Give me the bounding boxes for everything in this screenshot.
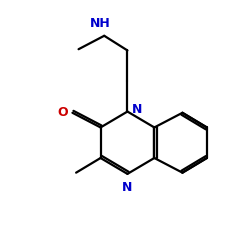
Text: N: N bbox=[132, 102, 142, 116]
Text: N: N bbox=[122, 181, 133, 194]
Text: NH: NH bbox=[90, 18, 111, 30]
Text: O: O bbox=[58, 106, 68, 119]
